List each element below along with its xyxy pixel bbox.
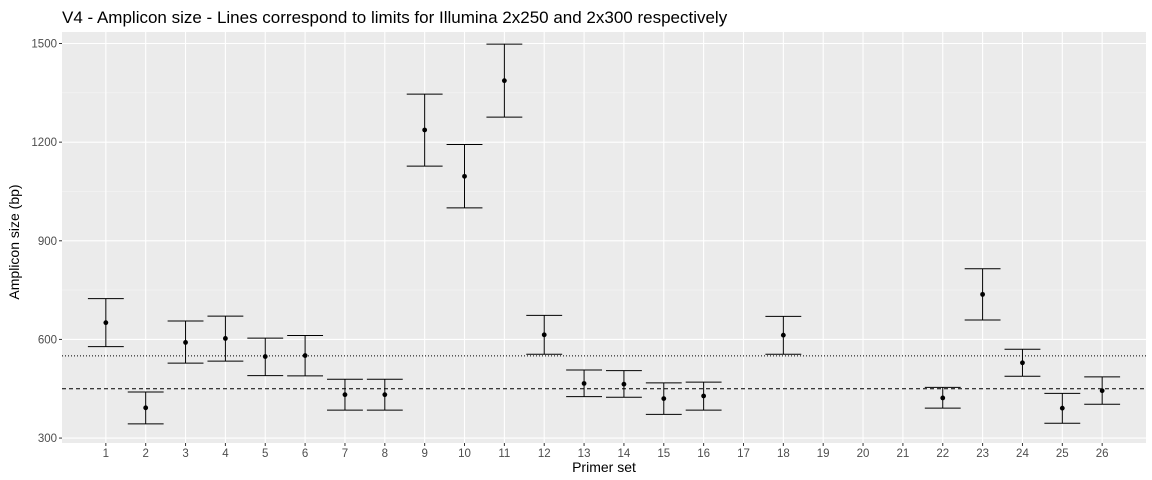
x-tick-label: 17	[737, 448, 750, 460]
y-tick-label: 1200	[31, 137, 57, 149]
data-point	[143, 405, 149, 411]
data-point	[581, 381, 587, 386]
data-point	[103, 320, 109, 326]
y-tick-label: 600	[38, 334, 57, 346]
x-tick-label: 15	[657, 448, 670, 460]
data-point	[661, 396, 667, 402]
x-tick-label: 9	[421, 448, 427, 460]
data-point	[1059, 405, 1065, 411]
chart-title: V4 - Amplicon size - Lines correspond to…	[62, 8, 728, 27]
data-point	[422, 127, 428, 133]
x-tick-label: 23	[976, 448, 989, 460]
y-tick-label: 1500	[31, 39, 57, 51]
x-tick-label: 22	[936, 448, 949, 460]
data-point	[501, 78, 507, 84]
y-axis-title: Amplicon size (bp)	[6, 184, 22, 299]
x-tick-label: 6	[302, 448, 308, 460]
x-tick-label: 3	[182, 448, 188, 460]
y-tick-label: 300	[38, 433, 57, 445]
x-tick-label: 19	[817, 448, 830, 460]
x-tick-label: 4	[222, 448, 229, 460]
data-point	[302, 353, 308, 358]
x-axis-title: Primer set	[572, 459, 636, 475]
x-tick-label: 16	[697, 448, 710, 460]
x-tick-label: 8	[382, 448, 388, 460]
x-tick-label: 14	[618, 448, 631, 460]
x-tick-label: 21	[896, 448, 909, 460]
data-point	[222, 336, 228, 341]
data-point	[780, 332, 786, 338]
data-point	[1020, 360, 1025, 366]
data-point	[1099, 388, 1105, 394]
data-point	[183, 339, 188, 345]
x-tick-label: 13	[578, 448, 591, 460]
plot-panel	[62, 32, 1146, 443]
data-point	[342, 392, 348, 398]
data-point	[382, 392, 388, 398]
data-point	[980, 291, 986, 297]
x-tick-label: 20	[857, 448, 870, 460]
data-point	[462, 173, 467, 179]
data-point	[262, 354, 268, 359]
x-tick-label: 12	[538, 448, 551, 460]
x-tick-label: 26	[1096, 448, 1109, 460]
x-tick-label: 7	[342, 448, 348, 460]
data-point	[940, 395, 946, 401]
x-tick-label: 11	[498, 448, 510, 460]
data-point	[621, 381, 627, 387]
x-tick-label: 10	[458, 448, 471, 460]
x-tick-label: 1	[103, 448, 109, 460]
x-tick-label: 2	[142, 448, 148, 460]
x-tick-label: 25	[1056, 448, 1069, 460]
y-tick-label: 900	[38, 236, 57, 248]
x-tick-label: 18	[777, 448, 790, 460]
data-point	[701, 393, 707, 399]
x-tick-label: 24	[1016, 448, 1029, 460]
data-point	[541, 332, 547, 338]
x-tick-label: 5	[262, 448, 268, 460]
